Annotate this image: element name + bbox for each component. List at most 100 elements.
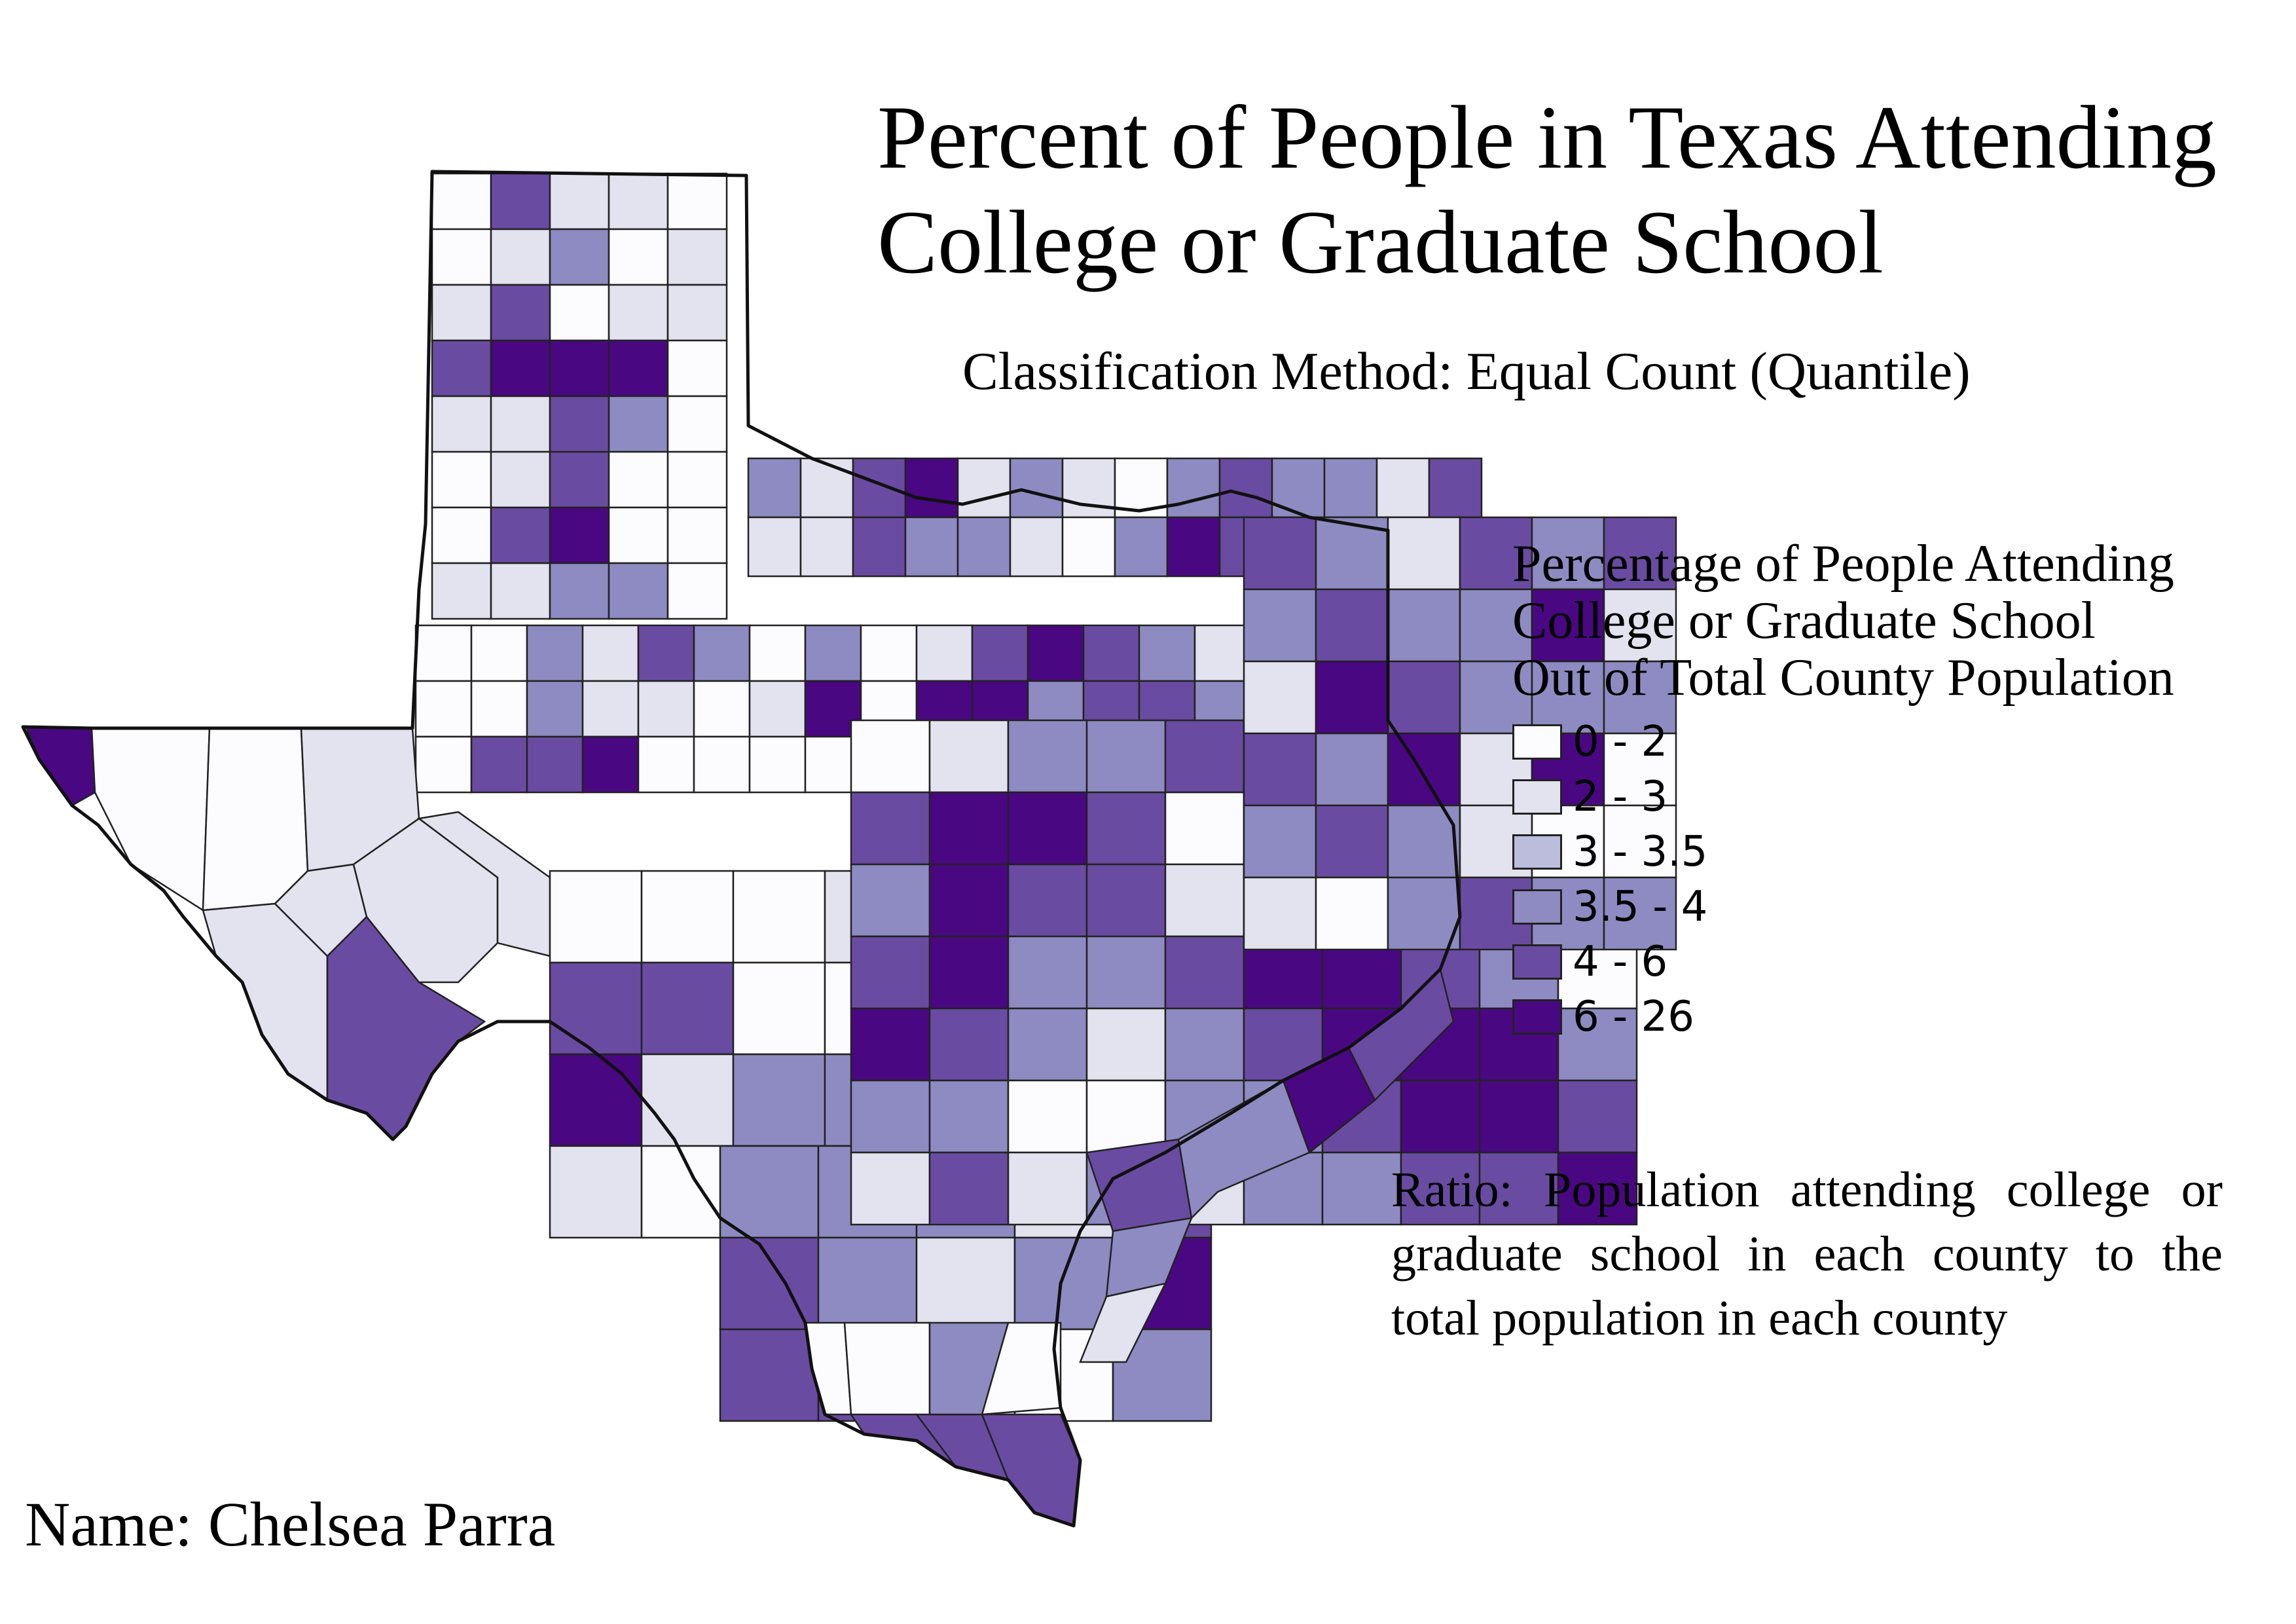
county <box>640 961 735 1056</box>
legend-label: 4 - 6 <box>1573 938 1668 986</box>
county <box>904 516 959 578</box>
county <box>431 339 492 397</box>
county <box>1112 1328 1212 1422</box>
county <box>470 735 528 794</box>
legend-title: Percentage of People Attending College o… <box>1512 536 2285 707</box>
county <box>608 451 669 509</box>
county <box>747 457 802 519</box>
county <box>431 451 492 509</box>
county <box>1243 516 1317 591</box>
county <box>1271 457 1326 519</box>
county <box>25 726 96 807</box>
county <box>608 395 669 453</box>
county <box>1007 791 1088 866</box>
county <box>637 680 695 738</box>
county <box>732 1053 826 1147</box>
county <box>915 624 974 682</box>
county <box>1243 732 1317 807</box>
county <box>915 1236 1016 1331</box>
county <box>666 339 728 397</box>
county <box>202 727 309 912</box>
county <box>850 1007 931 1082</box>
county <box>549 339 610 397</box>
county <box>470 680 528 738</box>
county <box>1164 719 1245 794</box>
county <box>608 562 669 620</box>
county <box>490 562 551 620</box>
county <box>666 562 728 620</box>
county <box>490 395 551 453</box>
county <box>549 451 610 509</box>
classification-method: Classification Method: Equal Count (Quan… <box>962 341 1971 401</box>
county <box>608 228 669 286</box>
county <box>732 870 826 964</box>
county <box>748 735 807 794</box>
county <box>490 506 551 564</box>
county <box>1194 624 1252 682</box>
county <box>490 451 551 509</box>
county <box>1007 863 1088 938</box>
county <box>1085 863 1167 938</box>
county <box>1007 1007 1088 1082</box>
county <box>431 172 492 231</box>
county <box>1009 457 1064 519</box>
legend-swatch <box>1512 999 1562 1035</box>
county <box>1009 516 1064 578</box>
county <box>1478 1079 1559 1154</box>
county <box>1315 732 1389 807</box>
county <box>1007 1151 1088 1226</box>
texas-state-outline <box>21 170 1462 1528</box>
county <box>1400 1079 1481 1154</box>
county <box>719 1145 820 1239</box>
county <box>640 1053 735 1147</box>
county <box>928 1007 1010 1082</box>
legend-class-3-3.5: 3 - 3.5 <box>1512 824 2285 879</box>
county <box>1164 1007 1245 1082</box>
county <box>666 172 728 231</box>
county <box>431 562 492 620</box>
county <box>928 791 1010 866</box>
county <box>1387 516 1461 591</box>
legend-swatch <box>1512 944 1562 980</box>
county <box>928 935 1010 1010</box>
map-title-line-2: College or Graduate School <box>877 192 1884 292</box>
county <box>799 457 854 519</box>
county <box>1243 876 1317 951</box>
county <box>1557 1151 1638 1226</box>
county <box>693 624 751 682</box>
legend-class-6-26: 6 - 26 <box>1512 989 2285 1044</box>
county <box>1243 660 1317 735</box>
county <box>1085 935 1167 1010</box>
county <box>1164 863 1245 938</box>
county <box>431 506 492 564</box>
county <box>1387 876 1461 951</box>
county <box>549 1053 643 1147</box>
county <box>1603 876 1677 951</box>
county <box>850 791 931 866</box>
legend-title-line-1: Percentage of People Attending <box>1512 535 2174 593</box>
county <box>490 228 551 286</box>
legend-label: 2 - 3 <box>1573 773 1668 821</box>
county <box>1114 516 1169 578</box>
map-title-line-1: Percent of People in Texas Attending <box>877 87 2217 187</box>
county <box>1315 876 1389 951</box>
county <box>1085 719 1167 794</box>
county <box>693 735 751 794</box>
county <box>852 457 907 519</box>
county <box>1079 1282 1167 1363</box>
county <box>1061 516 1116 578</box>
county <box>817 1236 918 1331</box>
legend-label: 3 - 3.5 <box>1573 828 1708 876</box>
county <box>719 1236 820 1331</box>
county <box>490 339 551 397</box>
county <box>549 870 643 964</box>
legend-swatch <box>1512 779 1562 815</box>
county <box>1387 588 1461 663</box>
county <box>1243 804 1317 879</box>
legend-swatch <box>1512 724 1562 760</box>
county <box>637 624 695 682</box>
county <box>1082 624 1140 682</box>
legend-title-line-2: College or Graduate School <box>1512 592 2096 650</box>
county <box>1315 660 1389 735</box>
county <box>1085 791 1167 866</box>
